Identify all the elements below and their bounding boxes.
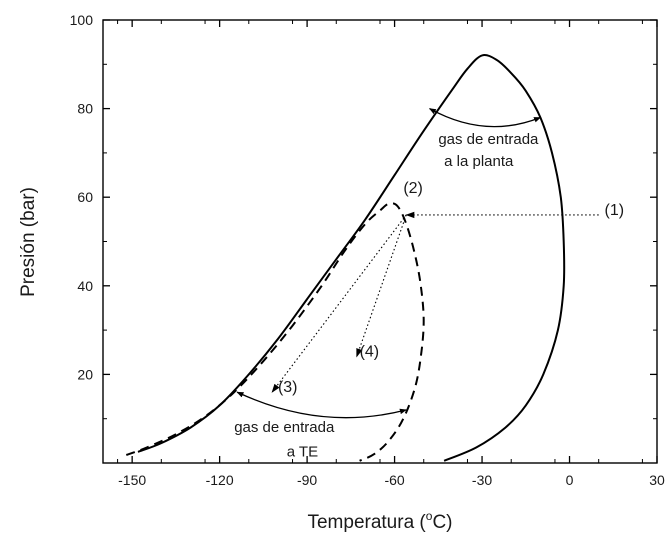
annotation-text: a TE: [287, 443, 318, 460]
y-axis-label: Presión (bar): [18, 187, 39, 297]
x-tick-label: -90: [297, 472, 317, 488]
plot-border: [102, 19, 658, 464]
point-label: (4): [360, 344, 380, 361]
annotation-text: gas de entrada: [438, 131, 539, 148]
x-axis-label-sup: o: [426, 509, 433, 523]
dotted-arrow-2: [356, 214, 407, 358]
range-arrow-2: [236, 391, 407, 419]
solid-envelope-curve: [137, 54, 566, 462]
point-label: (2): [403, 180, 423, 197]
axis-ticks: [103, 19, 658, 463]
point-label: (1): [605, 202, 625, 219]
x-axis-label-unit: C): [432, 512, 452, 533]
y-tick-label: 80: [77, 101, 93, 117]
x-tick-label: -120: [206, 472, 234, 488]
x-tick-label: 0: [566, 472, 574, 488]
x-tick-label: -60: [384, 472, 404, 488]
y-tick-label: 60: [77, 189, 93, 205]
x-axis-label: Temperatura (oC): [307, 509, 452, 533]
dashed-envelope-curve: [125, 202, 425, 462]
point-label: (3): [278, 379, 298, 396]
annotation-text: a la planta: [444, 153, 514, 170]
arrow-layer: [236, 108, 599, 419]
y-tick-label: 100: [70, 12, 94, 28]
y-tick-label: 20: [77, 366, 93, 382]
range-arrow-1: [428, 108, 542, 128]
x-axis-label-main: Temperatura (: [307, 512, 426, 533]
plot-frame: [102, 19, 658, 464]
y-tick-label: 40: [77, 278, 93, 294]
annotation-layer: (1) (2) (3) (4) gas de entrada a la planta gas…: [234, 131, 624, 460]
x-tick-label: 30: [649, 472, 665, 488]
series-layer: [125, 54, 566, 462]
x-tick-label: -30: [472, 472, 492, 488]
annotation-text: gas de entrada: [234, 419, 335, 436]
tick-labels: -150 -120 -90 -60 -30 0 30 20 40 60 80 100: [70, 12, 665, 488]
dotted-arrow-3: [271, 214, 407, 393]
x-tick-label: -150: [118, 472, 146, 488]
